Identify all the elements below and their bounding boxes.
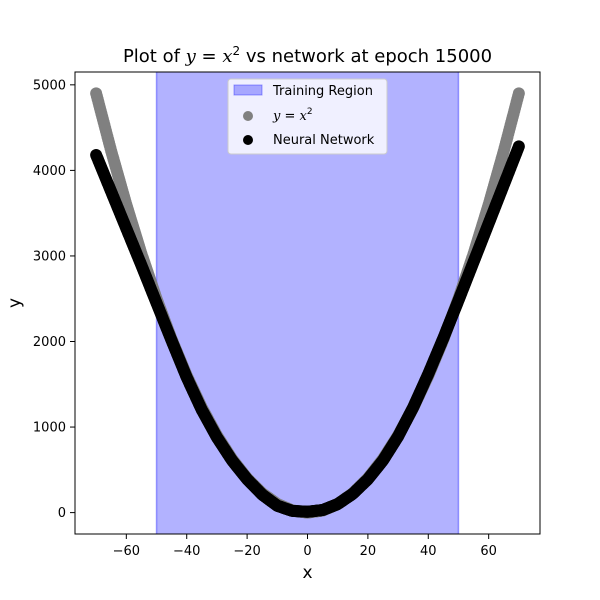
x-tick-label: 0 xyxy=(303,544,311,559)
legend-swatch-y-x2 xyxy=(243,111,253,121)
legend-label-y-x2: y = x2 xyxy=(272,107,313,124)
x-tick-label: 40 xyxy=(420,544,437,559)
legend-box xyxy=(227,78,388,155)
y-axis-label: y xyxy=(5,298,25,308)
y-tick-label: 1000 xyxy=(33,421,66,436)
x-tick-label: −20 xyxy=(233,544,260,559)
point xyxy=(512,140,525,153)
point xyxy=(512,87,525,100)
legend-label-training-region: Training Region xyxy=(272,84,373,99)
x-tick-label: 60 xyxy=(480,544,497,559)
x-tick-label: −40 xyxy=(173,544,200,559)
x-tick-label: −60 xyxy=(113,544,140,559)
title-group: Plot of y = x2 vs network at epoch 15000 xyxy=(123,44,492,67)
series-1 xyxy=(90,140,525,518)
x-tick-label: 20 xyxy=(360,544,377,559)
y-tick-label: 3000 xyxy=(33,249,66,264)
legend-swatch-training-region xyxy=(233,84,263,96)
chart-title: Plot of y = x2 vs network at epoch 15000 xyxy=(123,44,492,67)
legend-label-neural-network: Neural Network xyxy=(273,133,375,148)
axes: −60 −40 −20 0 20 40 60 0 1000 2000 3000 4000 5000 x y xyxy=(5,71,541,583)
x-axis-label: x xyxy=(302,563,312,583)
y-tick-label: 4000 xyxy=(33,164,66,179)
legend-swatch-neural-network xyxy=(243,135,253,145)
y-tick-label: 5000 xyxy=(33,78,66,93)
y-tick-label: 2000 xyxy=(33,335,66,350)
y-tick-label: 0 xyxy=(58,506,66,521)
legend: Training Region y = x2 Neural Network xyxy=(227,78,388,155)
